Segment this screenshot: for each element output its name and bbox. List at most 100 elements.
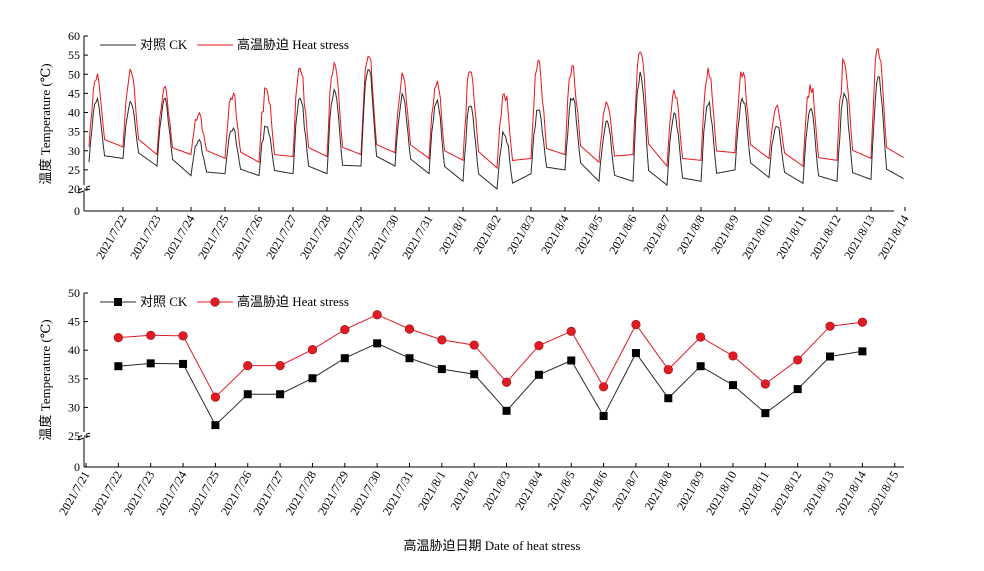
top-x-tick-label: 2021/8/5 bbox=[572, 213, 605, 257]
top-y-tick-label: 60 bbox=[68, 29, 80, 43]
top-y-tick-label: 0 bbox=[74, 204, 80, 218]
bottom-x-tick-label: 2021/7/27 bbox=[250, 469, 286, 518]
ck-point bbox=[470, 370, 479, 379]
ck-point bbox=[308, 374, 317, 383]
top-y-tick-label: 50 bbox=[68, 67, 80, 81]
top-x-tick-label: 2021/8/13 bbox=[841, 213, 877, 262]
top-y-tick-label: 20 bbox=[68, 182, 80, 196]
top-axes: 02025303540455055602021/7/222021/7/23202… bbox=[68, 29, 912, 262]
ck-point bbox=[146, 359, 155, 368]
ck-point bbox=[437, 365, 446, 374]
ck-point bbox=[858, 347, 867, 356]
top-legend: 对照 CK 高温胁迫 Heat stress bbox=[100, 37, 349, 52]
bottom-series-lines bbox=[113, 310, 868, 430]
heat-stress-point bbox=[113, 333, 123, 343]
top-x-tick-label: 2021/7/27 bbox=[263, 213, 299, 262]
bottom-y-axis-title: 温度 Temperature (℃) bbox=[38, 319, 53, 440]
bottom-x-tick-label: 2021/8/14 bbox=[833, 469, 869, 518]
ck-point bbox=[534, 370, 543, 379]
bottom-y-tick-label: 50 bbox=[68, 286, 80, 300]
bottom-y-tick-label: 30 bbox=[68, 400, 80, 414]
top-y-tick-label: 55 bbox=[68, 48, 80, 62]
ck-daily-line bbox=[118, 342, 863, 426]
bottom-x-tick-label: 2021/7/26 bbox=[218, 469, 254, 518]
bottom-x-tick-label: 2021/8/3 bbox=[480, 469, 513, 513]
bottom-x-tick-label: 2021/7/23 bbox=[121, 469, 157, 518]
heat-stress-point bbox=[404, 324, 415, 334]
legend-heat-label: 高温胁迫 Heat stress bbox=[237, 37, 349, 52]
ck-point bbox=[599, 411, 608, 420]
top-x-tick-label: 2021/7/25 bbox=[195, 213, 231, 262]
heat-stress-point bbox=[437, 335, 447, 345]
ck-point bbox=[243, 390, 252, 399]
bottom-x-tick-label: 2021/7/25 bbox=[186, 469, 222, 518]
heat-stress-point bbox=[696, 332, 706, 342]
top-y-tick-label: 40 bbox=[68, 106, 80, 120]
top-y-tick-label: 30 bbox=[68, 144, 80, 158]
bottom-x-tick-label: 2021/8/9 bbox=[674, 469, 707, 513]
heat-stress-point bbox=[793, 355, 803, 365]
daily-mean-temperature-chart: 0 25 30 35 40 45 50 2021/7/212021/7/222021/7/23… bbox=[38, 286, 904, 553]
heat-stress-point bbox=[566, 326, 576, 336]
heat-stress-point bbox=[534, 341, 544, 351]
ck-point bbox=[276, 390, 285, 399]
heat-stress-point bbox=[210, 392, 220, 402]
bottom-x-tick-label: 2021/8/8 bbox=[641, 469, 674, 513]
top-x-tick-label: 2021/8/12 bbox=[807, 213, 843, 262]
bottom-x-tick-label: 2021/7/22 bbox=[88, 469, 124, 518]
ck-line bbox=[88, 69, 904, 191]
top-x-tick-label: 2021/8/14 bbox=[875, 213, 911, 262]
heat-stress-point bbox=[146, 330, 156, 340]
bottom-x-tick-label: 2021/7/24 bbox=[153, 469, 189, 518]
bottom-x-tick-label: 2021/8/15 bbox=[865, 469, 901, 518]
bottom-x-tick-label: 2021/7/28 bbox=[283, 469, 319, 518]
ck-point bbox=[567, 356, 576, 365]
bottom-x-tick-label: 2021/7/30 bbox=[347, 469, 383, 518]
legend-heat-label: 高温胁迫 Heat stress bbox=[237, 294, 349, 309]
top-x-tick-label: 2021/7/24 bbox=[161, 213, 197, 262]
bottom-y-tick-label: 0 bbox=[74, 460, 80, 474]
heat-stress-point bbox=[631, 319, 641, 330]
ck-point bbox=[793, 385, 802, 394]
top-x-tick-label: 2021/7/23 bbox=[127, 213, 163, 262]
top-x-tick-label: 2021/8/6 bbox=[606, 213, 639, 257]
top-x-tick-label: 2021/8/4 bbox=[538, 213, 571, 257]
top-x-tick-label: 2021/7/30 bbox=[365, 213, 401, 262]
top-x-tick-label: 2021/7/22 bbox=[93, 213, 129, 262]
bottom-x-tick-label: 2021/8/6 bbox=[577, 469, 610, 513]
top-x-tick-label: 2021/8/9 bbox=[708, 213, 741, 257]
top-y-axis-title: 温度 Temperature (℃) bbox=[38, 63, 53, 184]
ck-point bbox=[664, 394, 673, 403]
bottom-legend: 对照 CK 高温胁迫 Heat stress bbox=[100, 294, 349, 309]
bottom-y-tick-label: 35 bbox=[68, 372, 80, 386]
heat-stress-point bbox=[825, 321, 835, 331]
heat-stress-daily-line bbox=[118, 314, 863, 398]
top-x-tick-label: 2021/7/29 bbox=[331, 213, 367, 262]
bottom-x-tick-label: 2021/8/11 bbox=[736, 469, 772, 518]
heat-stress-point bbox=[728, 351, 738, 361]
heat-stress-point bbox=[307, 345, 318, 355]
heat-stress-point bbox=[598, 382, 609, 392]
ck-point bbox=[826, 352, 835, 361]
heat-stress-line bbox=[88, 47, 904, 170]
bottom-x-tick-label: 2021/7/31 bbox=[380, 469, 416, 518]
top-x-tick-label: 2021/8/10 bbox=[739, 213, 775, 262]
bottom-x-tick-label: 2021/8/2 bbox=[447, 469, 480, 513]
bottom-y-tick-label: 45 bbox=[68, 315, 80, 329]
ck-point bbox=[502, 406, 511, 415]
bottom-x-axis-title: 高温胁迫日期 Date of heat stress bbox=[404, 538, 581, 553]
top-x-tick-label: 2021/8/3 bbox=[504, 213, 537, 257]
ck-point bbox=[373, 339, 382, 348]
bottom-y-tick-label: 25 bbox=[68, 429, 80, 443]
bottom-x-tick-label: 2021/8/1 bbox=[415, 469, 448, 513]
top-y-tick-label: 25 bbox=[68, 163, 80, 177]
top-x-tick-label: 2021/8/8 bbox=[674, 213, 707, 257]
top-x-tick-label: 2021/7/28 bbox=[297, 213, 333, 262]
top-x-tick-label: 2021/7/26 bbox=[229, 213, 265, 262]
bottom-axes: 0 25 30 35 40 45 50 2021/7/212021/7/222021/7/23… bbox=[56, 286, 904, 518]
heat-stress-point bbox=[760, 379, 770, 389]
legend-heat-marker bbox=[210, 297, 220, 307]
bottom-x-tick-label: 2021/8/10 bbox=[703, 469, 739, 518]
bottom-x-tick-label: 2021/8/5 bbox=[544, 469, 577, 513]
